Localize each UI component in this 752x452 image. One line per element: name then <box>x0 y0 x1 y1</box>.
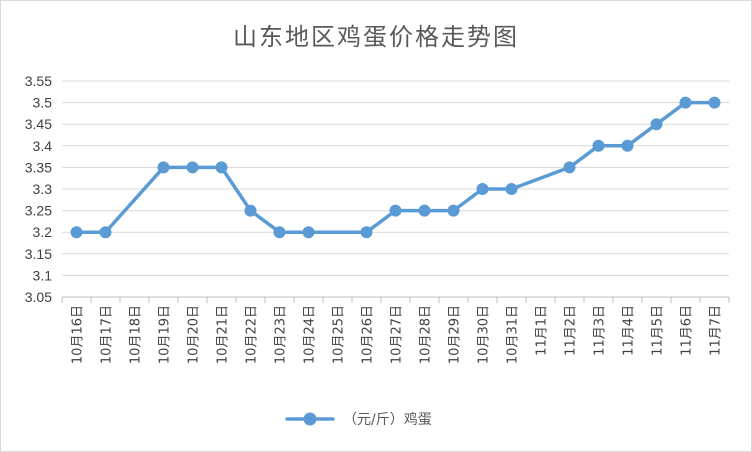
y-tick-label: 3.55 <box>25 73 52 89</box>
x-tick-label: 10月22日 <box>245 305 260 364</box>
x-tick-label: 11月5日 <box>651 305 666 356</box>
legend-label: （元/斤）鸡蛋 <box>343 411 432 428</box>
data-point[interactable] <box>708 96 721 109</box>
y-tick-label: 3.25 <box>25 203 52 219</box>
x-tick-label: 10月17日 <box>100 305 115 364</box>
x-tick-label: 10月23日 <box>274 305 289 364</box>
series-layer <box>70 96 721 239</box>
y-tick-label: 3.2 <box>33 224 53 240</box>
data-point[interactable] <box>157 161 170 174</box>
data-point[interactable] <box>592 139 605 152</box>
x-tick-label: 10月29日 <box>448 305 463 364</box>
y-axis-ticks: 3.05 3.1 3.15 3.2 3.25 3.3 3.35 3.4 3.45 3.5 3.55 <box>25 73 52 305</box>
x-tick-label: 10月31日 <box>506 305 521 364</box>
x-tick-label: 10月26日 <box>361 305 376 364</box>
data-point[interactable] <box>505 183 518 195</box>
x-tick-label: 10月27日 <box>390 305 405 364</box>
y-tick-label: 3.45 <box>25 116 52 132</box>
data-point[interactable] <box>273 226 286 239</box>
data-point[interactable] <box>360 226 373 239</box>
x-tick-label: 10月30日 <box>477 305 492 364</box>
x-tick-label: 11月3日 <box>593 305 608 356</box>
x-tick-label: 11月2日 <box>564 305 579 356</box>
y-tick-label: 3.5 <box>33 95 53 111</box>
x-tick-label: 11月6日 <box>680 305 695 356</box>
data-point[interactable] <box>302 226 315 239</box>
x-tick-label: 10月18日 <box>129 305 144 364</box>
legend[interactable]: （元/斤）鸡蛋 <box>285 411 432 428</box>
data-point[interactable] <box>563 161 576 174</box>
x-tick-label: 10月28日 <box>419 305 434 364</box>
x-tick-label: 10月25日 <box>332 305 347 364</box>
data-point[interactable] <box>621 139 634 152</box>
y-tick-label: 3.1 <box>33 267 53 283</box>
y-tick-label: 3.4 <box>33 138 53 154</box>
data-point[interactable] <box>70 226 83 239</box>
x-tick-label: 10月24日 <box>303 305 318 364</box>
data-point[interactable] <box>650 118 663 131</box>
data-point[interactable] <box>186 161 199 174</box>
y-tick-label: 3.35 <box>25 159 52 175</box>
x-tick-label: 10月21日 <box>216 305 231 364</box>
y-tick-label: 3.3 <box>33 181 53 197</box>
x-tick-label: 11月1日 <box>535 305 550 356</box>
x-tick-label: 10月20日 <box>187 305 202 364</box>
data-point[interactable] <box>476 183 489 195</box>
x-axis-ticks: 10月16日 10月17日 10月18日 10月19日 10月20日 10月21日 10月2… <box>71 305 724 364</box>
x-tick-label: 10月16日 <box>71 305 86 364</box>
data-point[interactable] <box>447 204 460 217</box>
x-axis <box>61 296 730 303</box>
chart-title: 山东地区鸡蛋价格走势图 <box>233 23 519 51</box>
x-tick-label: 11月4日 <box>622 305 637 356</box>
legend-marker <box>303 412 317 426</box>
data-point[interactable] <box>215 161 228 174</box>
y-tick-label: 3.05 <box>25 289 52 305</box>
x-tick-label: 11月7日 <box>709 305 724 356</box>
y-tick-label: 3.15 <box>25 246 52 262</box>
data-point[interactable] <box>244 204 257 217</box>
data-point[interactable] <box>679 96 692 109</box>
data-point[interactable] <box>99 226 112 239</box>
x-tick-label: 10月19日 <box>158 305 173 364</box>
data-point[interactable] <box>418 204 431 217</box>
gridlines <box>62 80 729 276</box>
data-point[interactable] <box>389 204 402 217</box>
